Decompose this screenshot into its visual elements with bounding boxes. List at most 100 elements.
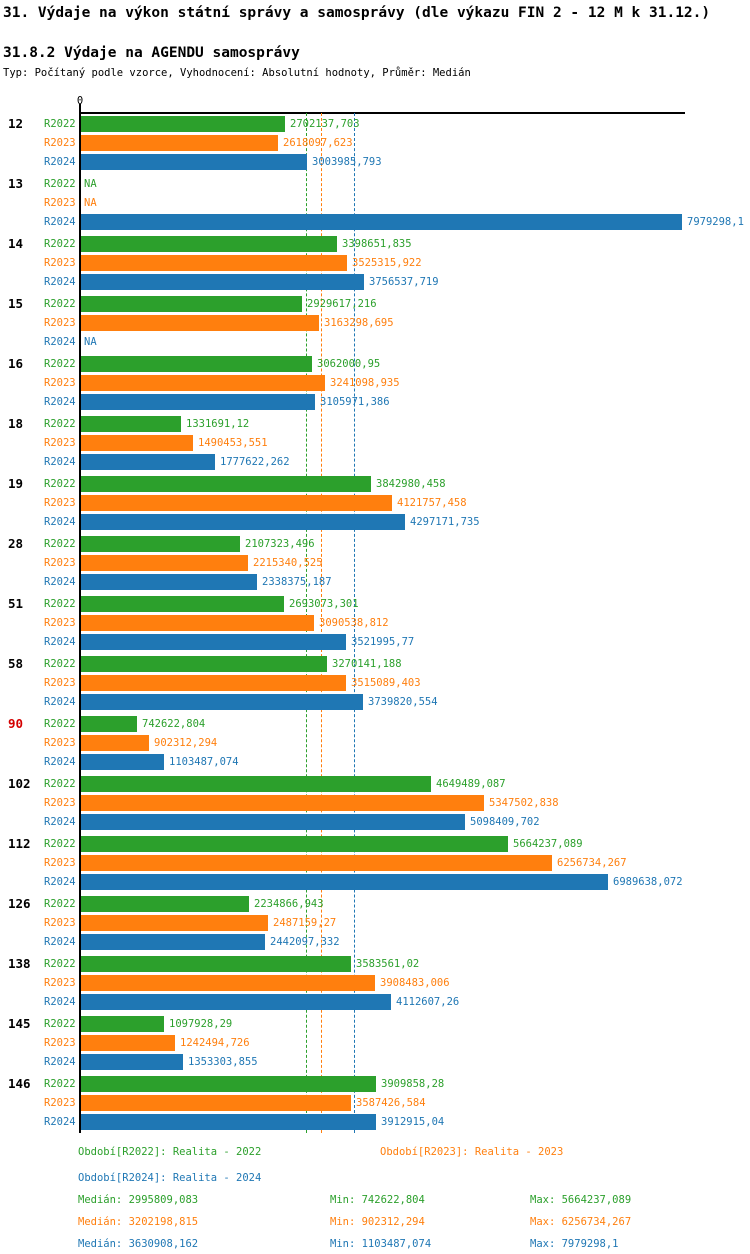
- stat-max-r2023: Max: 6256734,267: [530, 1216, 632, 1228]
- series-label-R2023: R2023: [44, 437, 76, 449]
- bar-row-112-R2023: R2023 6256734,267: [0, 854, 750, 873]
- bar-row-16-R2023: R2023 3241098,935: [0, 374, 750, 393]
- value-label-138-R2023: 3908483,006: [380, 977, 450, 989]
- value-label-138-R2022: 3583561,02: [356, 958, 420, 970]
- series-label-R2024: R2024: [44, 816, 76, 828]
- bar-row-18-R2023: R2023 1490453,551: [0, 434, 750, 453]
- series-label-R2022: R2022: [44, 1018, 76, 1030]
- bar-row-28-R2022: R2022 2107323,496: [0, 535, 750, 554]
- bar-row-14-R2022: R2022 3398651,835: [0, 235, 750, 254]
- value-label-102-R2023: 5347502,838: [489, 797, 559, 809]
- category-label-12: 12: [8, 116, 24, 131]
- bar-row-90-R2024: R2024 1103487,074: [0, 753, 750, 772]
- value-label-112-R2022: 5664237,089: [513, 838, 583, 850]
- value-label-18-R2024: 1777622,262: [220, 456, 290, 468]
- bar-126-R2022: [81, 896, 249, 912]
- bar-row-12-R2023: R2023 2618097,623: [0, 134, 750, 153]
- value-label-28-R2023: 2215340,525: [253, 557, 323, 569]
- bar-102-R2024: [81, 814, 465, 830]
- series-label-R2023: R2023: [44, 1097, 76, 1109]
- value-label-126-R2023: 2487159,27: [273, 917, 337, 929]
- stat-max-r2024: Max: 7979298,1: [530, 1238, 619, 1250]
- value-label-16-R2022: 3062000,95: [317, 358, 381, 370]
- bar-row-16-R2022: R2022 3062000,95: [0, 355, 750, 374]
- series-label-R2022: R2022: [44, 538, 76, 550]
- bar-12-R2024: [81, 154, 307, 170]
- chart-group-126: 126 R2022 2234866,943 R2023 2487159,27 R2024 2…: [0, 893, 750, 953]
- chart-group-18: 18 R2022 1331691,12 R2023 1490453,551 R2024 17…: [0, 413, 750, 473]
- category-label-58: 58: [8, 656, 24, 671]
- value-label-126-R2022: 2234866,943: [254, 898, 324, 910]
- category-label-102: 102: [8, 776, 31, 791]
- category-label-13: 13: [8, 176, 24, 191]
- bar-row-126-R2023: R2023 2487159,27: [0, 914, 750, 933]
- bar-102-R2023: [81, 795, 484, 811]
- bar-18-R2023: [81, 435, 193, 451]
- median-line-r2023: [321, 113, 323, 1133]
- category-label-14: 14: [8, 236, 24, 251]
- chart-group-146: 146 R2022 3909858,28 R2023 3587426,584 R2024 3…: [0, 1073, 750, 1133]
- bar-138-R2023: [81, 975, 375, 991]
- series-label-R2023: R2023: [44, 1037, 76, 1049]
- chart-group-90: 90 R2022 742622,804 R2023 902312,294 R2024 110…: [0, 713, 750, 773]
- category-label-18: 18: [8, 416, 24, 431]
- bar-row-13-R2022: R2022 NA: [0, 175, 750, 194]
- bar-row-19-R2023: R2023 4121757,458: [0, 494, 750, 513]
- category-label-145: 145: [8, 1016, 31, 1031]
- value-label-51-R2024: 3521995,77: [351, 636, 415, 648]
- value-label-15-R2022: 2929617,216: [307, 298, 377, 310]
- series-label-R2024: R2024: [44, 216, 76, 228]
- bar-row-18-R2024: R2024 1777622,262: [0, 453, 750, 472]
- series-label-R2024: R2024: [44, 396, 76, 408]
- series-label-R2024: R2024: [44, 756, 76, 768]
- value-label-12-R2023: 2618097,623: [283, 137, 353, 149]
- series-label-R2024: R2024: [44, 696, 76, 708]
- series-label-R2023: R2023: [44, 617, 76, 629]
- chart-type-line: Typ: Počítaný podle vzorce, Vyhodnocení:…: [3, 67, 471, 79]
- bar-row-102-R2024: R2024 5098409,702: [0, 813, 750, 832]
- series-label-R2022: R2022: [44, 778, 76, 790]
- bar-row-90-R2023: R2023 902312,294: [0, 734, 750, 753]
- series-label-R2023: R2023: [44, 497, 76, 509]
- chart-group-145: 145 R2022 1097928,29 R2023 1242494,726 R2024 1…: [0, 1013, 750, 1073]
- chart-group-13: 13 R2022 NA R2023 NA R2024 7979298,1: [0, 173, 750, 233]
- series-label-R2022: R2022: [44, 478, 76, 490]
- series-label-R2022: R2022: [44, 298, 76, 310]
- series-label-R2024: R2024: [44, 936, 76, 948]
- series-label-R2022: R2022: [44, 418, 76, 430]
- bar-112-R2022: [81, 836, 508, 852]
- series-label-R2022: R2022: [44, 178, 76, 190]
- bar-58-R2022: [81, 656, 327, 672]
- bar-row-138-R2022: R2022 3583561,02: [0, 955, 750, 974]
- series-label-R2024: R2024: [44, 996, 76, 1008]
- bar-row-102-R2022: R2022 4649489,087: [0, 775, 750, 794]
- series-label-R2023: R2023: [44, 797, 76, 809]
- chart-group-102: 102 R2022 4649489,087 R2023 5347502,838 R2024…: [0, 773, 750, 833]
- bar-row-58-R2022: R2022 3270141,188: [0, 655, 750, 674]
- bar-row-138-R2023: R2023 3908483,006: [0, 974, 750, 993]
- bar-12-R2023: [81, 135, 278, 151]
- bar-row-90-R2022: R2022 742622,804: [0, 715, 750, 734]
- bar-row-13-R2024: R2024 7979298,1: [0, 213, 750, 232]
- bar-row-126-R2022: R2022 2234866,943: [0, 895, 750, 914]
- chart-group-138: 138 R2022 3583561,02 R2023 3908483,006 R2024 4…: [0, 953, 750, 1013]
- value-label-58-R2023: 3515089,403: [351, 677, 421, 689]
- legend-r2023: Období[R2023]: Realita - 2023: [380, 1146, 564, 1158]
- bar-row-12-R2024: R2024 3003985,793: [0, 153, 750, 172]
- series-label-R2022: R2022: [44, 718, 76, 730]
- bar-row-28-R2024: R2024 2338375,187: [0, 573, 750, 592]
- bar-row-15-R2023: R2023 3163298,695: [0, 314, 750, 333]
- category-label-112: 112: [8, 836, 31, 851]
- value-label-18-R2022: 1331691,12: [186, 418, 250, 430]
- chart-group-16: 16 R2022 3062000,95 R2023 3241098,935 R2024 31…: [0, 353, 750, 413]
- series-label-R2024: R2024: [44, 336, 76, 348]
- value-label-145-R2022: 1097928,29: [169, 1018, 233, 1030]
- bar-13-R2024: [81, 214, 682, 230]
- bar-row-51-R2022: R2022 2693073,301: [0, 595, 750, 614]
- value-label-19-R2022: 3842980,458: [376, 478, 446, 490]
- chart-group-112: 112 R2022 5664237,089 R2023 6256734,267 R2024…: [0, 833, 750, 893]
- bar-row-58-R2024: R2024 3739820,554: [0, 693, 750, 712]
- category-label-138: 138: [8, 956, 31, 971]
- bar-row-145-R2023: R2023 1242494,726: [0, 1034, 750, 1053]
- value-label-14-R2022: 3398651,835: [342, 238, 412, 250]
